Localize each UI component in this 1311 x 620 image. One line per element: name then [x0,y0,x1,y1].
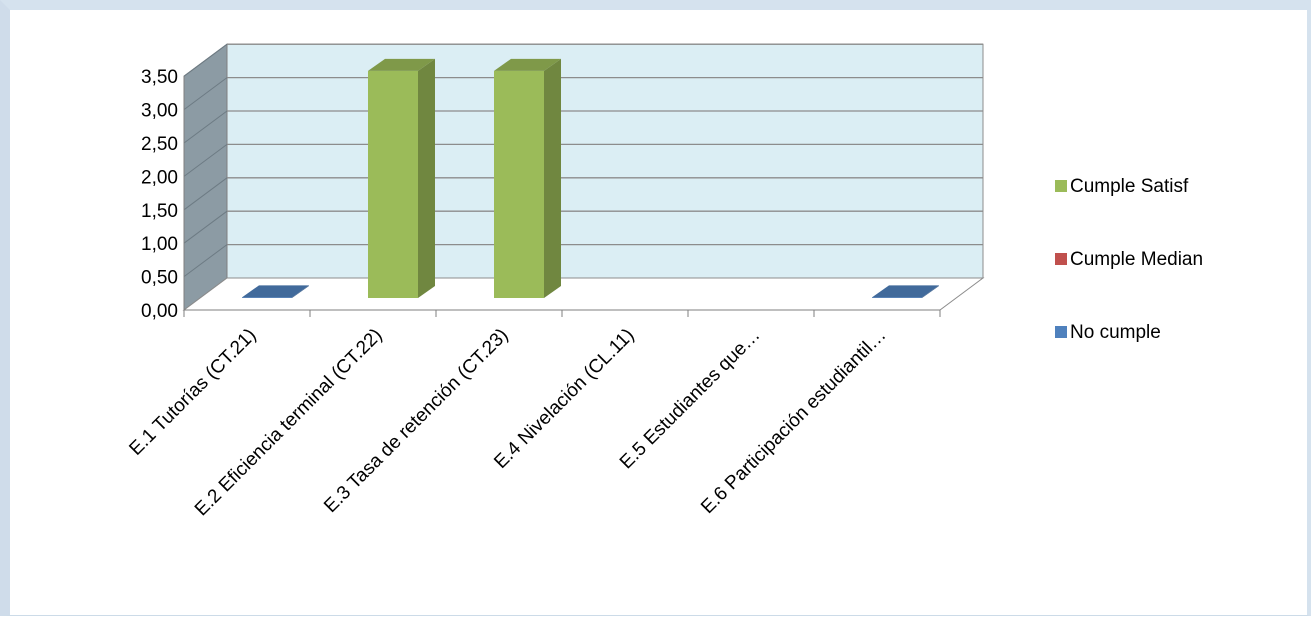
y-tick-label: 2,50 [141,134,178,155]
bar-side [292,285,309,298]
legend-item: Cumple Satisf [1055,176,1189,197]
axes [183,76,941,317]
bar-top [494,58,561,71]
y-tick-label: 3,00 [141,101,178,122]
legend-label: No cumple [1070,322,1161,343]
side-gridline [183,143,228,177]
side-gridline [183,77,228,111]
bar-no-cumple-6 [872,285,939,298]
bar-front [242,297,292,298]
legend-item: Cumple Median [1055,249,1203,270]
side-gridline [183,244,228,278]
bar-side [418,58,435,298]
legend-swatch [1055,180,1067,192]
legend-swatch [1055,326,1067,338]
bar-cumple-satisf-2 [368,58,435,298]
legend-label: Cumple Median [1070,249,1203,270]
bar-no-cumple-1 [242,285,309,298]
legend-item: No cumple [1055,322,1161,343]
bar-top [242,285,309,298]
x-tick-label: E.5 Estudiantes que… [616,325,765,474]
x-axis-tick-labels: E.1 Tutorías (CT.21)E.2 Eficiencia termi… [125,325,890,521]
bar-side [922,285,939,298]
bar-front [368,70,418,298]
side-wall [183,43,228,311]
y-tick-label: 0,00 [141,301,178,322]
floor [182,277,985,311]
side-gridline [183,43,228,77]
y-axis-tick-labels: 0,00 0,50 1,00 1,50 2,00 2,50 3,00 3,50 [141,67,178,322]
y-tick-label: 1,50 [141,201,178,222]
bars [242,58,939,298]
y-tick-label: 3,50 [141,67,178,88]
legend-swatch [1055,253,1067,265]
back-wall [226,43,984,279]
bar-side [544,58,561,298]
side-gridline [183,177,228,211]
bar-front [872,297,922,298]
side-gridline [183,110,228,144]
bar-front [494,70,544,298]
bar-top [368,58,435,71]
legend-label: Cumple Satisf [1070,176,1189,197]
chart-walls [182,43,985,311]
x-tick-label: E.1 Tutorías (CT.21) [125,325,260,460]
bar-top [872,285,939,298]
y-tick-label: 1,00 [141,234,178,255]
legend: Cumple Satisf Cumple Median No cumple [1055,176,1203,343]
x-tick-label: E.4 Nivelación (CL.11) [490,325,638,473]
column-chart: 0,00 0,50 1,00 1,50 2,00 2,50 3,00 3,50 E.1 Tut… [125,43,1203,521]
gridlines [183,43,983,278]
y-tick-label: 2,00 [141,167,178,188]
side-gridline [183,210,228,244]
y-tick-label: 0,50 [141,268,178,289]
bar-cumple-satisf-3 [494,58,561,298]
